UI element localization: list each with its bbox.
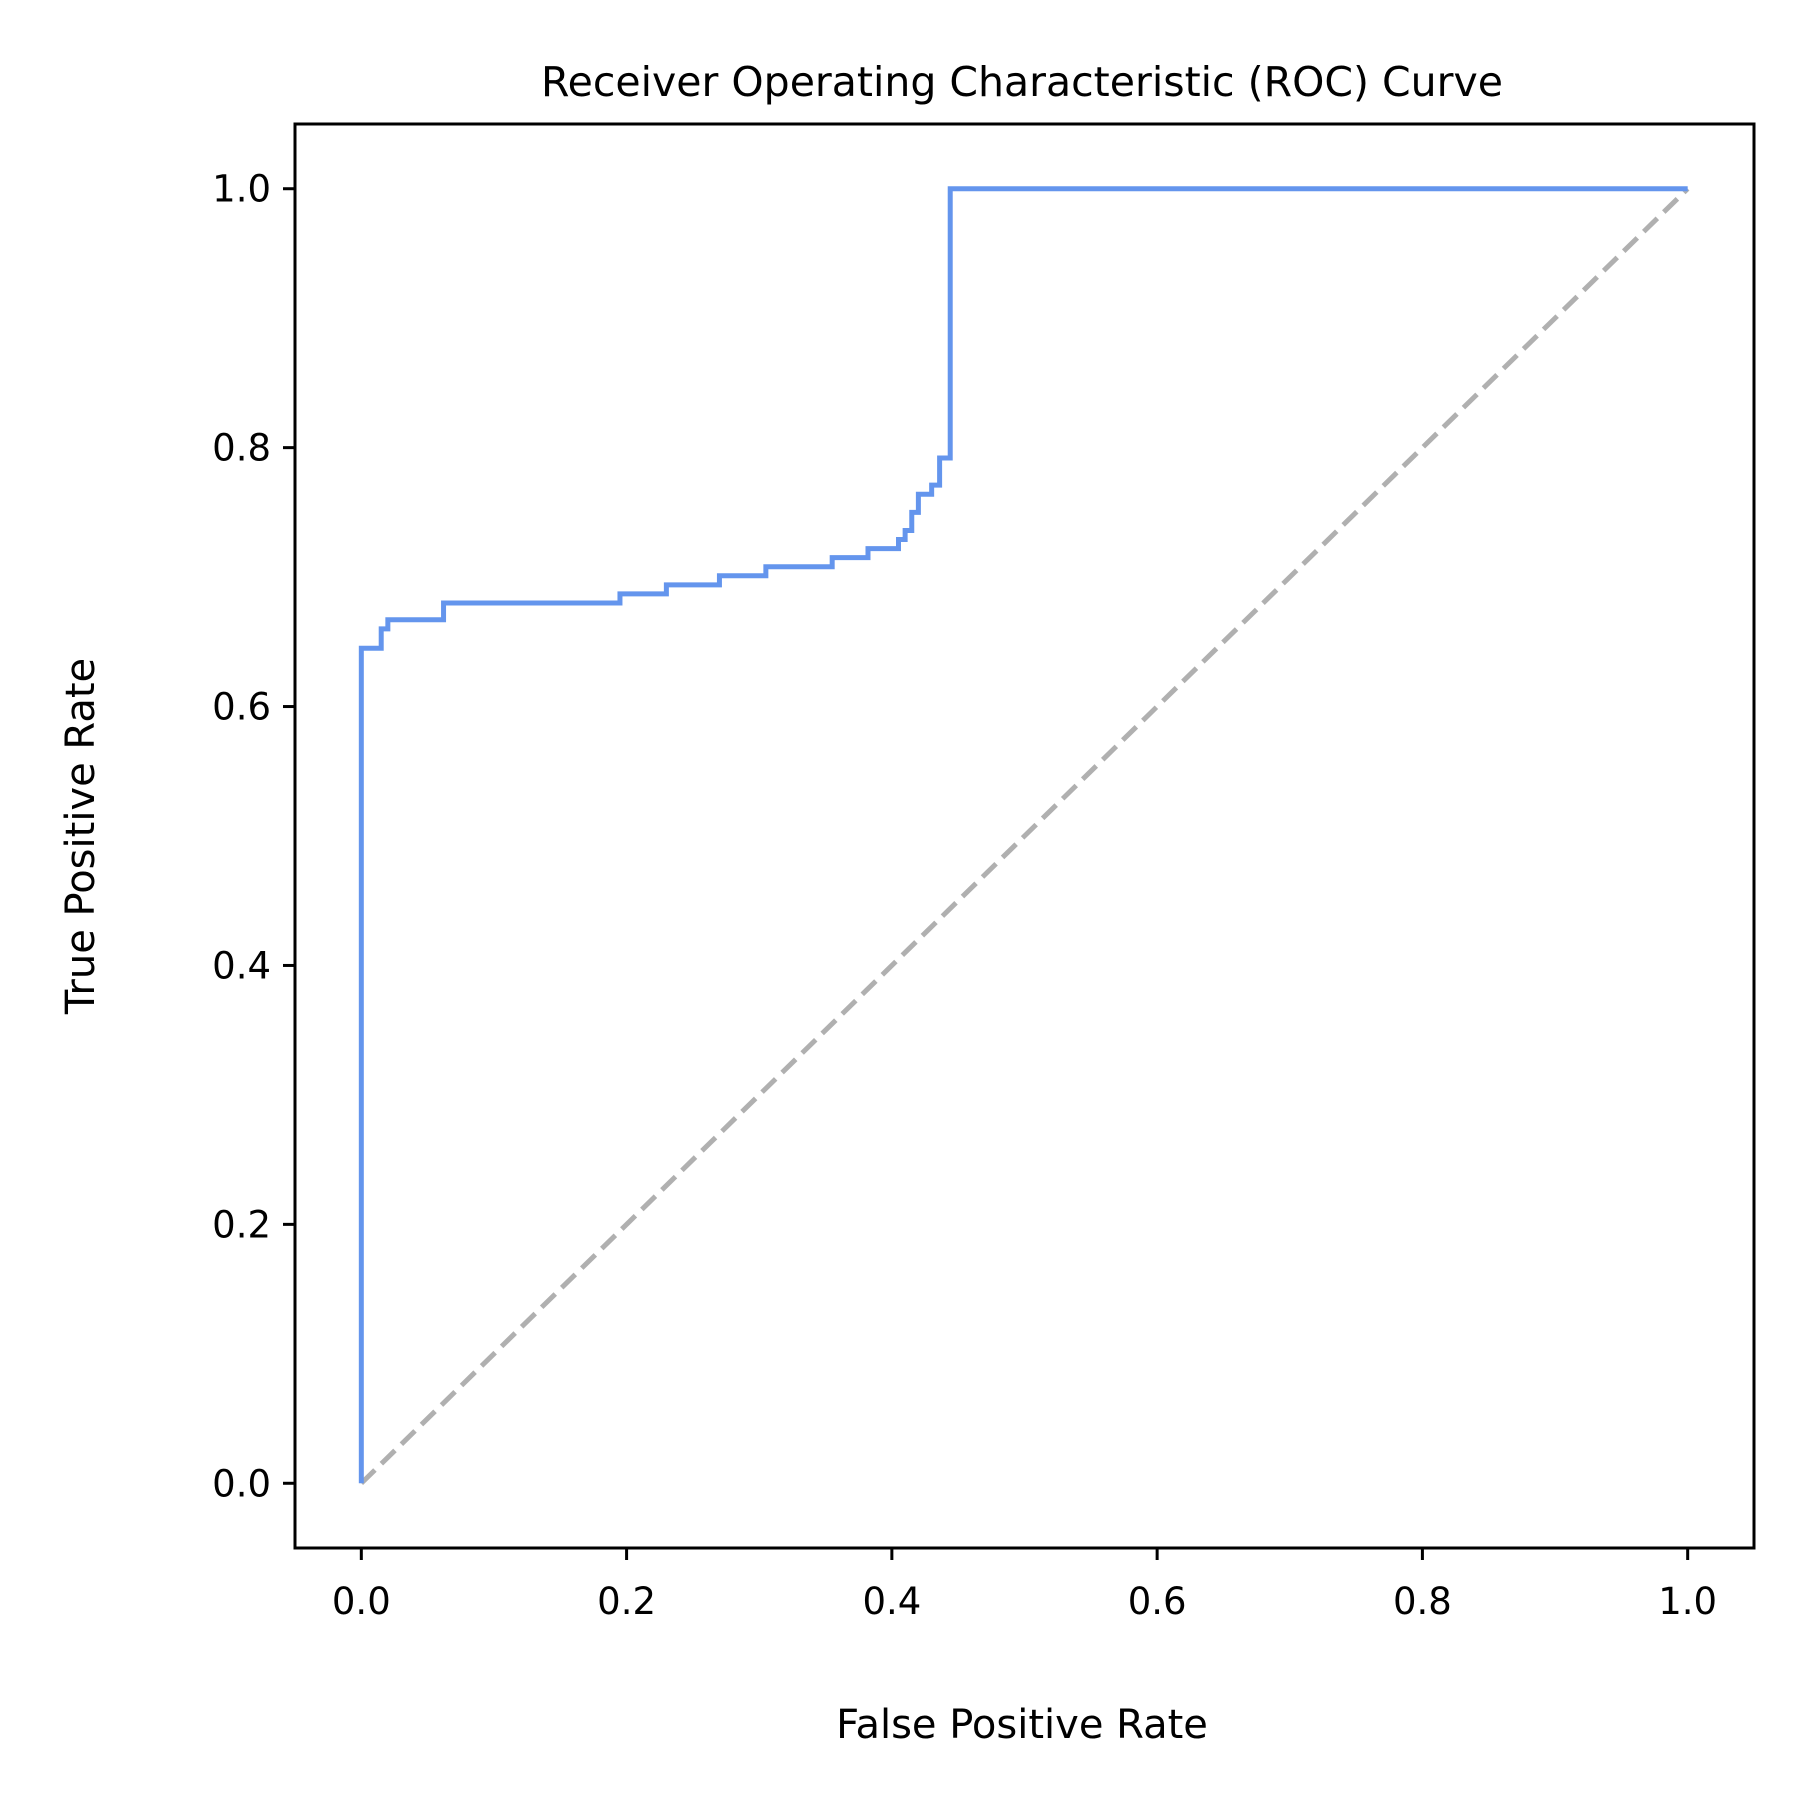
roc-curve-line xyxy=(358,186,1688,1484)
x-axis-ticks: 0.0 0.2 0.4 0.6 0.8 1.0 xyxy=(332,1548,1717,1623)
y-tick-label: 0.8 xyxy=(212,427,271,470)
x-axis-label: False Positive Rate xyxy=(836,1702,1208,1748)
x-tick-label: 0.0 xyxy=(332,1580,391,1623)
random-baseline-line xyxy=(359,186,1690,1486)
x-tick-label: 0.6 xyxy=(1128,1580,1187,1623)
series-layer xyxy=(358,186,1690,1486)
y-tick-label: 0.4 xyxy=(212,944,271,987)
y-tick-label: 0.2 xyxy=(212,1203,271,1246)
x-tick-label: 0.2 xyxy=(597,1580,656,1623)
y-axis-ticks: 0.0 0.2 0.4 0.6 0.8 1.0 xyxy=(212,168,295,1505)
y-axis-label: True Positive Rate xyxy=(58,658,104,1015)
x-tick-label: 0.8 xyxy=(1393,1580,1452,1623)
y-tick-label: 0.6 xyxy=(212,686,271,729)
x-tick-label: 0.4 xyxy=(862,1580,921,1623)
plot-frame xyxy=(293,122,1756,1550)
x-tick-label: 1.0 xyxy=(1658,1580,1717,1623)
y-tick-label: 1.0 xyxy=(212,168,271,211)
y-tick-label: 0.0 xyxy=(212,1462,271,1505)
chart-title: Receiver Operating Characteristic (ROC) … xyxy=(541,58,1503,106)
